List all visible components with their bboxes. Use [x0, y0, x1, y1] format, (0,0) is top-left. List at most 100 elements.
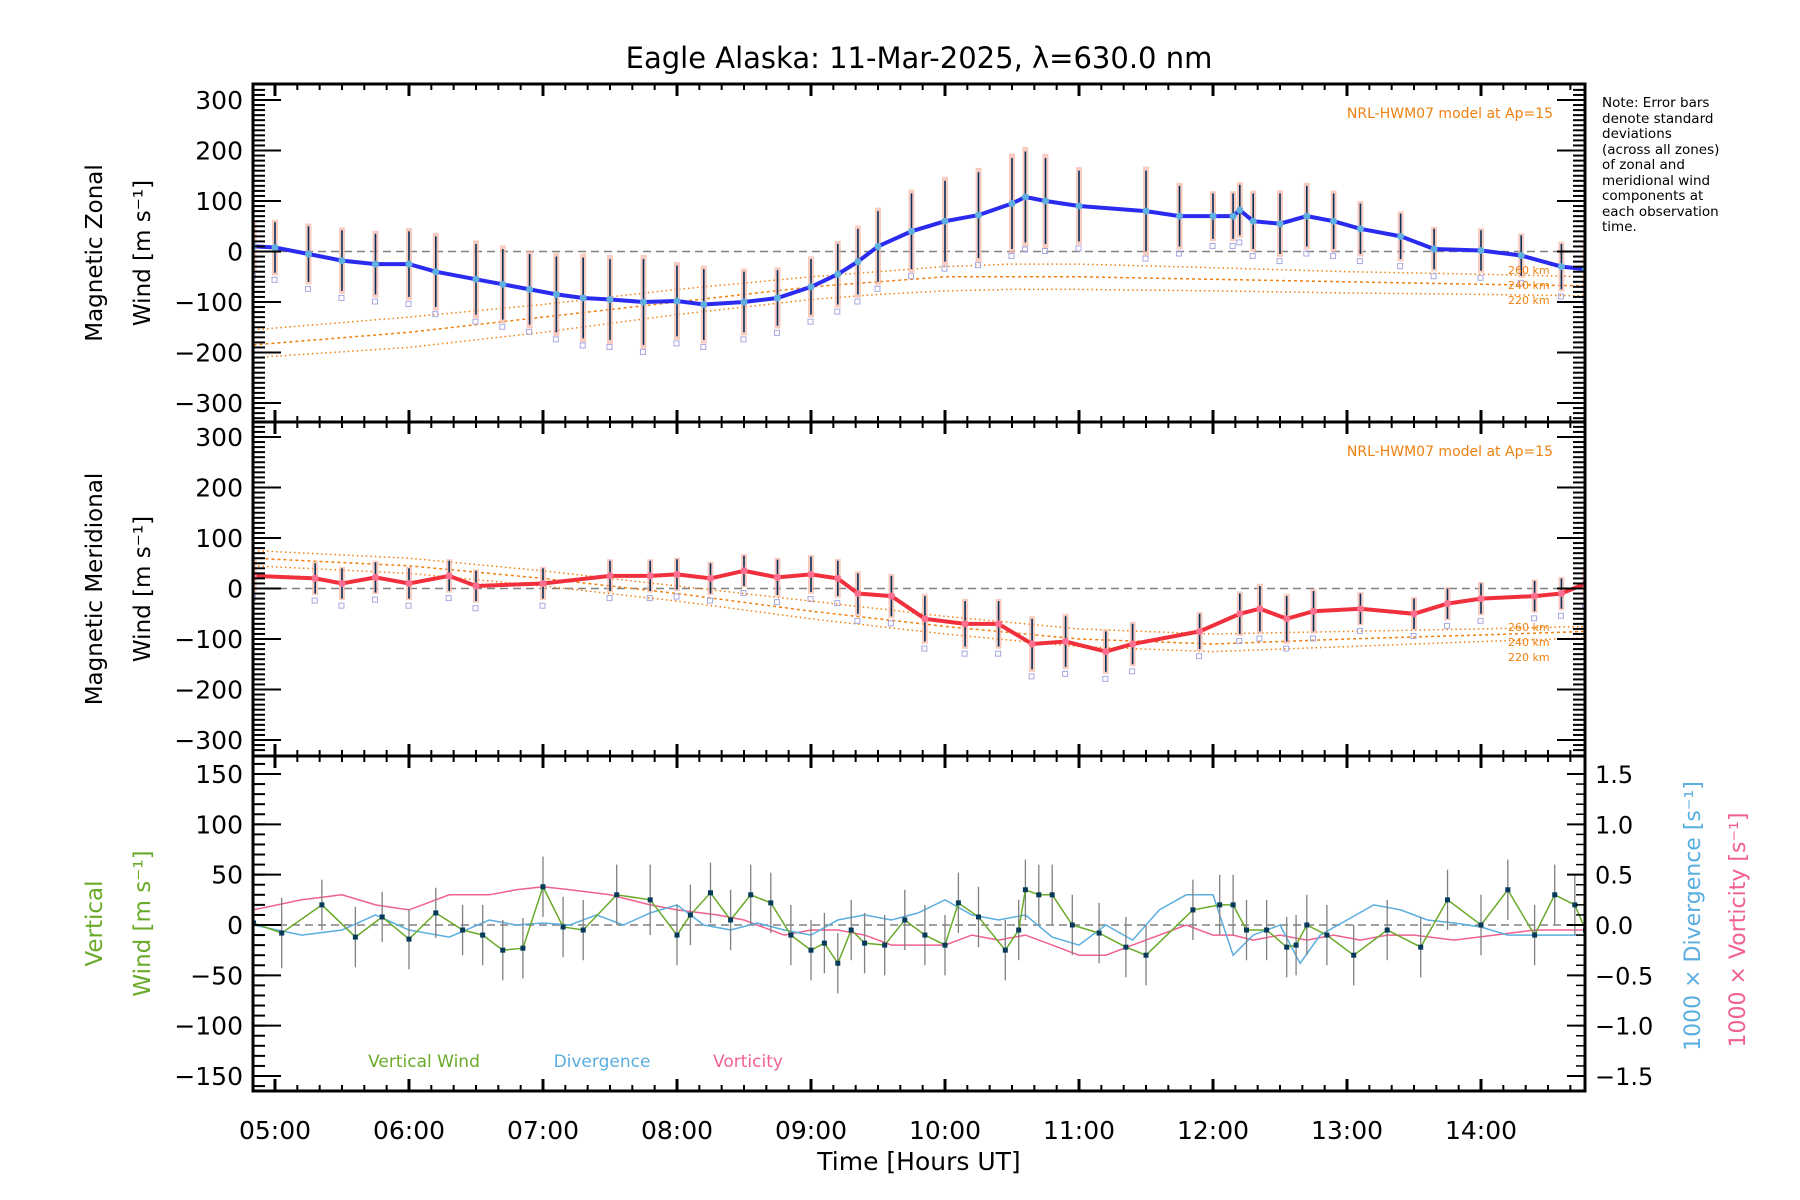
y-tick-label: −200: [174, 339, 243, 368]
y-tick-label: 50: [211, 861, 243, 890]
vertical-wind-point: [614, 892, 620, 898]
vertical-wind-point: [1384, 927, 1390, 933]
vertical-wind-point: [560, 924, 566, 930]
right-tick-label: −1.0: [1595, 1013, 1653, 1041]
zone-sample-marker: [740, 590, 747, 597]
zone-sample-marker: [1075, 245, 1082, 252]
vertical-wind-line: [253, 884, 1585, 965]
y-tick-label: 0: [227, 238, 243, 267]
meridional-wind-point: [854, 590, 862, 598]
zone-sample-marker: [1276, 258, 1283, 265]
meridional-wind-point: [311, 574, 319, 582]
zonal-wind-point: [1330, 217, 1338, 225]
y-axis-label-line2: Wind [m s⁻¹]: [130, 850, 156, 996]
y-tick-label: −300: [174, 389, 243, 418]
x-tick-label: 07:00: [507, 1116, 579, 1145]
zone-sample-marker: [834, 600, 841, 607]
plot-area-zonal: [253, 146, 1585, 359]
right-tick-label: 0.5: [1595, 862, 1633, 890]
vertical-wind-point: [1123, 944, 1129, 950]
zone-sample-marker: [1283, 645, 1290, 652]
zone-sample-marker: [639, 349, 646, 355]
zone-sample-marker: [371, 298, 378, 305]
chart-title: Eagle Alaska: 11-Mar-2025, λ=630.0 nm: [626, 41, 1213, 75]
vertical-wind-point: [768, 900, 774, 906]
zonal-wind-point: [974, 211, 982, 219]
plot-area-vertical: [253, 856, 1585, 994]
y-tick-label: 0: [227, 911, 243, 940]
meridional-wind-point: [995, 620, 1003, 628]
zone-sample-marker: [1517, 279, 1524, 286]
vertical-wind-point: [848, 927, 854, 933]
meridional-wind-point: [1256, 605, 1264, 613]
zone-sample-marker: [854, 617, 861, 624]
zone-sample-marker: [646, 595, 653, 602]
y-tick-label: 100: [195, 810, 243, 839]
zone-sample-marker: [445, 595, 452, 602]
error-bar-note: Note: Error bars denote standard deviati…: [1602, 95, 1720, 235]
right-tick-label: −1.5: [1595, 1063, 1653, 1091]
zonal-wind-point: [432, 268, 440, 276]
zone-sample-marker: [807, 318, 814, 325]
zonal-wind-point: [1477, 246, 1485, 254]
zonal-wind-point: [673, 297, 681, 305]
zonal-wind-point: [740, 298, 748, 306]
zone-sample-marker: [338, 294, 345, 301]
vertical-wind-point: [1505, 887, 1511, 893]
y-tick-label: −100: [174, 288, 243, 317]
zonal-wind-point: [1142, 207, 1150, 215]
vertical-wind-point: [1016, 927, 1022, 933]
right-tick-label: 1.5: [1595, 761, 1633, 789]
zonal-wind-point: [1356, 225, 1364, 233]
zone-sample-marker: [941, 265, 948, 272]
zone-sample-marker: [539, 602, 546, 609]
vertical-wind-point: [1096, 930, 1102, 936]
vertical-wind-point: [1190, 907, 1196, 913]
zone-sample-marker: [1041, 248, 1048, 254]
zonal-wind-point: [579, 294, 587, 302]
zone-sample-marker: [1129, 668, 1136, 675]
y-axis-label-line2: Wind [m s⁻¹]: [130, 516, 156, 662]
zone-sample-marker: [499, 323, 506, 330]
meridional-wind-point: [1028, 640, 1036, 648]
zonal-wind-point: [834, 270, 842, 278]
zonal-wind-point: [271, 243, 279, 251]
zone-sample-marker: [974, 262, 981, 269]
zonal-wind-point: [639, 298, 647, 306]
vertical-wind-point: [460, 927, 466, 933]
vertical-wind-point: [922, 932, 928, 938]
model-line-220km: [253, 288, 1585, 359]
zonal-wind-point: [499, 280, 507, 288]
zone-sample-marker: [1209, 242, 1216, 249]
vertical-wind-point: [540, 884, 546, 890]
right-axis-label-divergence: 1000 × Divergence [s⁻¹]: [1681, 781, 1706, 1051]
zonal-wind-point: [1517, 252, 1525, 260]
zonal-wind-point: [1397, 232, 1405, 240]
meridional-wind-point: [921, 615, 929, 623]
zone-sample-marker: [961, 650, 968, 657]
vertical-wind-point: [1304, 922, 1310, 928]
meridional-wind-point: [405, 579, 413, 587]
y-tick-label: 200: [195, 474, 243, 503]
zone-sample-marker: [1249, 253, 1256, 260]
zonal-wind-point: [304, 250, 312, 258]
vertical-wind-point: [808, 947, 814, 953]
zonal-wind-point: [405, 260, 413, 268]
vertical-wind-point: [1418, 944, 1424, 950]
zone-sample-marker: [1229, 242, 1236, 249]
zone-sample-marker: [700, 343, 707, 350]
vertical-wind-point: [835, 960, 841, 966]
plot-area-meridional: [253, 549, 1585, 682]
zonal-wind-point: [907, 227, 915, 235]
zonal-wind-point: [854, 258, 862, 266]
zonal-wind-point: [1249, 217, 1257, 225]
vertical-wind-point: [1351, 952, 1357, 958]
zonal-wind-point: [1236, 206, 1244, 214]
meridional-wind-point: [472, 582, 480, 590]
y-tick-label: 100: [195, 524, 243, 553]
meridional-wind-point: [1477, 595, 1485, 603]
zone-sample-marker: [579, 342, 586, 349]
vorticity-line: [253, 885, 1585, 956]
vertical-wind-point: [1264, 927, 1270, 933]
